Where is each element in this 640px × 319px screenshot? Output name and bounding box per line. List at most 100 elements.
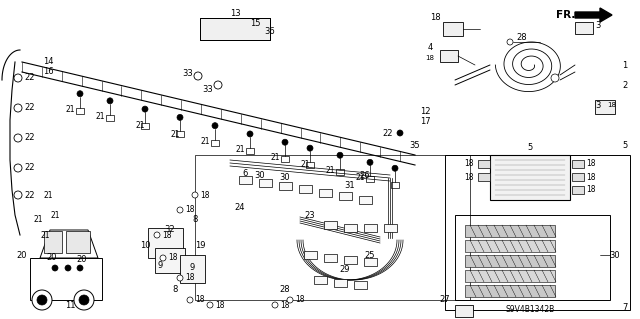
Circle shape	[551, 74, 559, 82]
Text: 22: 22	[25, 190, 35, 199]
Text: 22: 22	[383, 129, 393, 137]
Bar	[306, 162, 314, 168]
Text: 18: 18	[185, 273, 195, 283]
Bar	[339, 192, 352, 200]
Circle shape	[14, 134, 22, 142]
Text: 15: 15	[250, 19, 260, 28]
Text: 21: 21	[44, 190, 52, 199]
Text: 14: 14	[43, 57, 53, 66]
Bar	[572, 186, 584, 194]
Text: 18: 18	[280, 300, 290, 309]
Bar	[334, 279, 347, 287]
Circle shape	[107, 98, 113, 104]
Bar	[200, 18, 270, 40]
Bar	[354, 281, 367, 289]
Text: 28: 28	[280, 286, 291, 294]
Circle shape	[14, 191, 22, 199]
Bar	[575, 22, 593, 34]
Circle shape	[272, 302, 278, 308]
Bar	[180, 255, 205, 283]
Circle shape	[282, 139, 288, 145]
Text: 20: 20	[17, 250, 28, 259]
Bar	[366, 176, 374, 182]
Bar	[76, 108, 84, 114]
Bar	[490, 155, 570, 200]
Bar	[314, 276, 327, 284]
Bar	[465, 285, 555, 297]
Text: 29: 29	[340, 265, 350, 275]
Bar	[440, 50, 458, 62]
Bar	[384, 224, 397, 232]
Text: 18: 18	[607, 102, 616, 108]
Text: 30: 30	[610, 250, 620, 259]
Bar	[364, 224, 377, 232]
Text: 4: 4	[428, 43, 433, 53]
Circle shape	[77, 91, 83, 97]
Circle shape	[142, 106, 148, 112]
Text: 35: 35	[410, 140, 420, 150]
Circle shape	[14, 104, 22, 112]
Bar	[259, 179, 272, 187]
Text: 26: 26	[360, 170, 371, 180]
Circle shape	[74, 290, 94, 310]
Bar	[445, 155, 630, 310]
Text: 22: 22	[25, 73, 35, 83]
Bar	[299, 185, 312, 193]
Circle shape	[32, 290, 52, 310]
Text: 12: 12	[420, 108, 430, 116]
Text: 18: 18	[295, 295, 305, 305]
Bar	[30, 258, 102, 300]
Text: 25: 25	[365, 250, 375, 259]
Text: 6: 6	[243, 168, 248, 177]
Text: 1: 1	[622, 61, 628, 70]
Circle shape	[337, 152, 343, 158]
Bar	[176, 131, 184, 137]
Text: 10: 10	[140, 241, 150, 249]
Polygon shape	[575, 8, 612, 22]
Bar	[465, 225, 555, 237]
Circle shape	[160, 255, 166, 261]
Text: 36: 36	[264, 27, 275, 36]
Circle shape	[192, 192, 198, 198]
Text: 18: 18	[185, 205, 195, 214]
Text: 9: 9	[157, 261, 163, 270]
Bar	[195, 155, 470, 300]
Circle shape	[212, 123, 218, 129]
Bar	[572, 160, 584, 168]
Bar	[478, 173, 490, 181]
Text: 18: 18	[586, 173, 596, 182]
Circle shape	[287, 297, 293, 303]
Text: 33: 33	[203, 85, 213, 94]
Text: 21: 21	[325, 167, 335, 175]
Text: FR.: FR.	[556, 10, 576, 20]
Bar	[304, 251, 317, 259]
Text: S9V4B1342B: S9V4B1342B	[506, 306, 555, 315]
Text: 16: 16	[43, 68, 53, 77]
Circle shape	[65, 265, 71, 271]
Bar	[364, 258, 377, 266]
Text: 5: 5	[527, 144, 532, 152]
Text: 5: 5	[622, 140, 628, 150]
Circle shape	[14, 164, 22, 172]
Text: 18: 18	[464, 173, 474, 182]
Text: 21: 21	[170, 130, 180, 139]
Text: 21: 21	[355, 174, 365, 182]
Text: 27: 27	[440, 295, 451, 305]
Bar	[465, 240, 555, 252]
Text: 20: 20	[77, 256, 87, 264]
Bar	[455, 305, 473, 317]
Text: 18: 18	[586, 186, 596, 195]
Text: 7: 7	[622, 303, 628, 313]
Text: 32: 32	[164, 226, 175, 234]
Text: 22: 22	[25, 103, 35, 113]
Circle shape	[194, 72, 202, 80]
Circle shape	[207, 302, 213, 308]
Text: 11: 11	[65, 300, 76, 309]
Text: 21: 21	[33, 216, 43, 225]
Text: 21: 21	[300, 160, 310, 169]
Text: 13: 13	[230, 10, 240, 19]
Bar	[336, 169, 344, 175]
Text: 18: 18	[200, 190, 210, 199]
Text: 22: 22	[25, 133, 35, 143]
Bar	[572, 173, 584, 181]
